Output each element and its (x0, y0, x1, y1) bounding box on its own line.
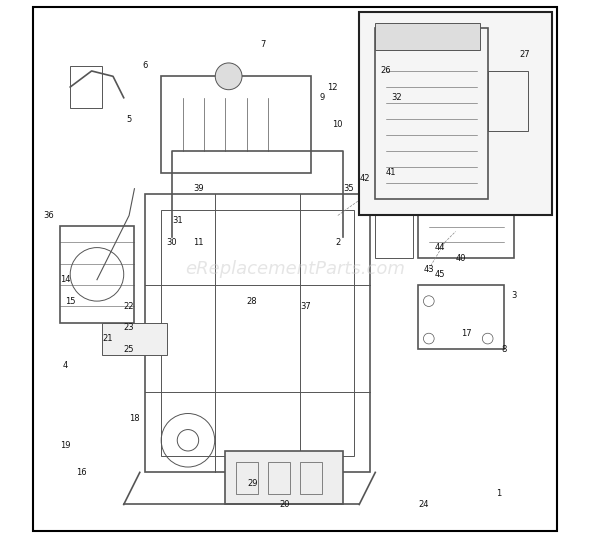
Bar (161, 210, 354, 456)
Text: 28: 28 (247, 296, 257, 306)
Text: 26: 26 (381, 67, 391, 75)
Bar (375, 23, 480, 49)
Bar (375, 205, 413, 258)
Text: 37: 37 (300, 302, 311, 311)
Text: 24: 24 (418, 500, 429, 509)
Text: 43: 43 (424, 265, 434, 273)
Text: 40: 40 (455, 254, 466, 263)
Text: 42: 42 (359, 174, 370, 182)
Text: 6: 6 (142, 61, 148, 70)
Bar (60, 226, 135, 322)
Text: 2: 2 (335, 238, 340, 247)
Text: 31: 31 (172, 216, 182, 225)
Text: 10: 10 (333, 120, 343, 129)
Text: 1: 1 (496, 489, 501, 498)
Bar (225, 451, 343, 505)
Text: 39: 39 (194, 184, 204, 193)
Text: 14: 14 (60, 275, 70, 284)
Text: 41: 41 (386, 168, 396, 177)
Bar (300, 462, 322, 494)
Text: 23: 23 (124, 323, 135, 332)
Text: 7: 7 (260, 40, 266, 49)
Text: 18: 18 (129, 414, 140, 423)
Text: 36: 36 (44, 211, 54, 220)
Text: 3: 3 (512, 291, 517, 300)
Text: 20: 20 (279, 500, 290, 509)
Text: eReplacementParts.com: eReplacementParts.com (185, 260, 405, 278)
Bar (375, 28, 488, 200)
Text: 12: 12 (327, 82, 337, 91)
Text: 25: 25 (124, 345, 135, 354)
Text: 29: 29 (247, 479, 257, 487)
Text: 27: 27 (520, 51, 530, 59)
Bar (268, 462, 290, 494)
Text: 5: 5 (126, 115, 132, 124)
Text: 21: 21 (103, 334, 113, 343)
Text: 11: 11 (194, 238, 204, 247)
Text: 45: 45 (434, 270, 445, 279)
Bar (145, 194, 370, 472)
Text: 15: 15 (65, 296, 76, 306)
Text: 8: 8 (501, 345, 506, 354)
Bar (418, 151, 514, 258)
Text: 9: 9 (319, 93, 324, 102)
Bar (418, 285, 504, 349)
Circle shape (215, 63, 242, 90)
Text: 22: 22 (124, 302, 135, 311)
Text: 44: 44 (434, 243, 445, 252)
Bar (236, 462, 257, 494)
Text: 16: 16 (76, 468, 86, 477)
Text: 32: 32 (391, 93, 402, 102)
Bar (102, 322, 166, 355)
Text: 30: 30 (166, 238, 177, 247)
Text: 17: 17 (461, 329, 471, 338)
Bar (359, 12, 552, 216)
Bar (70, 66, 102, 109)
Text: 19: 19 (60, 441, 70, 450)
Bar (161, 76, 311, 173)
Bar (488, 71, 528, 131)
Bar (413, 151, 450, 183)
Text: 4: 4 (62, 361, 67, 370)
Text: 35: 35 (343, 184, 354, 193)
